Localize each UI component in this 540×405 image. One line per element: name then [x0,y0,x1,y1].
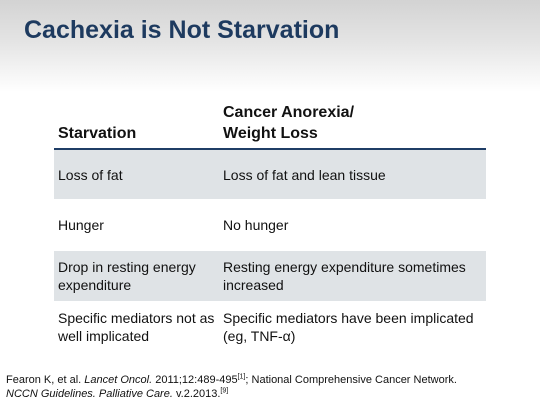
ref1-journal: Lancet Oncol. [84,374,153,386]
table-row: Specific mediators not as well implicate… [54,301,486,353]
row-starvation-cell: Drop in resting energy expenditure [58,259,196,293]
comparison-table: Starvation Cancer Anorexia/ Weight Loss … [54,100,486,353]
ref1-marker: [1] [237,373,246,381]
row-cancer-cell: Resting energy expenditure sometimes inc… [223,259,466,293]
table-header-row: Starvation Cancer Anorexia/ Weight Loss [54,100,486,150]
row-starvation-cell: Loss of fat [58,166,123,183]
ref1-details: 2011;12:489-495 [155,374,238,386]
table-row: Loss of fat Loss of fat and lean tissue [54,150,486,199]
row-cancer-cell: Specific mediators have been implicated … [223,310,474,344]
ref-separator: ; National Comprehensive Cancer Network. [245,374,457,386]
row-starvation-cell: Specific mediators not as well implicate… [58,310,215,344]
header-starvation: Starvation [58,125,137,142]
ref1-authors: Fearon K, et al. [6,374,82,386]
header-cancer-anorexia-line1: Cancer Anorexia/ [223,104,355,121]
title-band [0,0,540,92]
row-starvation-cell: Hunger [58,217,104,233]
row-cancer-cell: No hunger [223,217,289,233]
ref2-title: NCCN Guidelines. Palliative Care. [6,388,173,400]
header-cancer-anorexia-line2: Weight Loss [223,125,318,142]
table-row: Drop in resting energy expenditure Resti… [54,251,486,301]
header-cancer-anorexia: Cancer Anorexia/ Weight Loss [223,102,483,144]
slide-title: Cachexia is Not Starvation [24,16,340,44]
row-cancer-cell: Loss of fat and lean tissue [223,166,386,183]
table-row: Hunger No hunger [54,199,486,251]
reference-footnote: Fearon K, et al. Lancet Oncol. 2011;12:4… [6,373,536,401]
ref2-marker: [9] [220,387,229,395]
ref2-version: v.2.2013. [175,388,221,400]
